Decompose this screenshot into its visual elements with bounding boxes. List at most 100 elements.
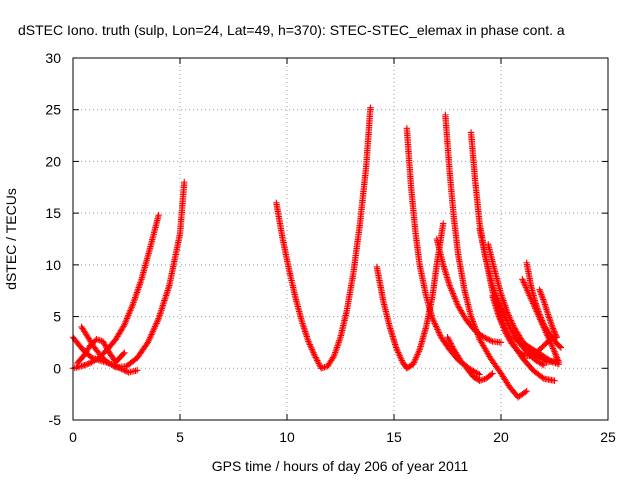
- data-point: [539, 318, 546, 326]
- data-point: [367, 104, 374, 111]
- y-tick-label: 25: [45, 102, 61, 118]
- data-point: [155, 212, 162, 219]
- data-point: [433, 324, 440, 332]
- data-point: [119, 366, 127, 373]
- data-point: [120, 350, 127, 358]
- data-point: [551, 348, 558, 355]
- data-point: [557, 344, 565, 351]
- data-point: [551, 329, 559, 337]
- axis-ticks: 0 5 10 15 20 25 -5 0 5 10 15 20 25 30: [45, 50, 616, 445]
- data-point: [497, 318, 504, 325]
- data-point: [536, 311, 543, 318]
- data-point: [435, 329, 443, 336]
- data-point: [523, 387, 530, 395]
- x-tick-label: 10: [279, 429, 295, 445]
- data-point: [489, 370, 496, 377]
- data-point: [121, 349, 128, 356]
- data-point: [435, 327, 442, 335]
- y-tick-label: 15: [45, 205, 61, 221]
- x-tick-label: 5: [176, 429, 184, 445]
- data-points: [69, 104, 565, 401]
- data-point: [496, 314, 503, 322]
- data-point: [553, 352, 560, 360]
- data-point: [499, 322, 506, 330]
- data-point: [431, 320, 438, 327]
- data-point: [118, 365, 125, 373]
- data-point: [181, 178, 188, 186]
- data-point: [87, 353, 95, 361]
- data-point: [484, 336, 492, 343]
- data-point: [432, 323, 440, 330]
- data-point: [498, 321, 506, 328]
- x-tick-label: 25: [600, 429, 616, 445]
- y-tick-label: 30: [45, 50, 61, 66]
- data-point: [539, 374, 546, 381]
- x-axis-label: GPS time / hours of day 206 of year 2011: [212, 458, 469, 474]
- data-point: [539, 320, 547, 327]
- data-point: [109, 361, 117, 369]
- data-point: [480, 334, 488, 341]
- data-point: [522, 388, 529, 396]
- data-point: [549, 323, 556, 331]
- data-point: [486, 336, 493, 344]
- data-point: [430, 318, 438, 325]
- data-point: [476, 371, 483, 378]
- data-point: [536, 312, 544, 320]
- data-point: [440, 220, 447, 227]
- data-point: [496, 316, 504, 323]
- data-point: [552, 351, 559, 358]
- data-point: [121, 367, 128, 374]
- y-tick-label: 0: [53, 360, 61, 376]
- x-tick-label: 20: [493, 429, 509, 445]
- data-point: [497, 339, 505, 346]
- data-point: [329, 354, 337, 361]
- data-point: [552, 332, 560, 339]
- x-tick-label: 0: [69, 429, 77, 445]
- data-point: [498, 319, 505, 326]
- data-point: [551, 350, 559, 357]
- data-point: [520, 351, 527, 359]
- chart-title: dSTEC Iono. truth (sulp, Lon=24, Lat=49,…: [18, 22, 565, 38]
- data-point: [495, 313, 503, 320]
- data-point: [547, 358, 555, 365]
- data-point: [556, 343, 564, 350]
- data-point: [482, 334, 489, 342]
- data-point: [549, 325, 557, 332]
- x-tick-label: 15: [386, 429, 402, 445]
- data-point: [122, 367, 129, 375]
- data-point: [553, 354, 561, 361]
- y-axis-label: dSTEC / TECUs: [3, 188, 19, 290]
- data-point: [134, 367, 141, 374]
- y-tick-label: 10: [45, 257, 61, 273]
- data-point: [120, 323, 127, 330]
- data-point: [550, 326, 557, 334]
- data-point: [116, 365, 124, 372]
- data-point: [474, 370, 482, 377]
- data-point: [434, 326, 441, 333]
- data-point: [487, 371, 495, 378]
- data-point: [501, 327, 508, 334]
- data-point: [553, 334, 560, 341]
- data-point: [550, 328, 558, 335]
- y-tick-label: 5: [53, 309, 61, 325]
- y-tick-label: 20: [45, 153, 61, 169]
- data-point: [555, 360, 562, 368]
- data-point: [429, 315, 436, 322]
- data-point: [430, 316, 437, 324]
- data-point: [500, 324, 507, 331]
- data-point: [538, 317, 546, 324]
- plot-frame: [72, 57, 609, 421]
- data-point: [483, 335, 490, 342]
- data-point: [551, 377, 558, 384]
- data-point: [115, 364, 122, 371]
- data-point: [552, 331, 559, 338]
- y-tick-label: -5: [49, 412, 62, 428]
- data-point: [432, 321, 439, 329]
- data-point: [538, 315, 545, 323]
- data-point: [537, 314, 544, 321]
- data-point: [436, 330, 443, 338]
- data-point: [487, 337, 495, 344]
- data-point: [108, 360, 115, 368]
- data-point: [500, 325, 508, 333]
